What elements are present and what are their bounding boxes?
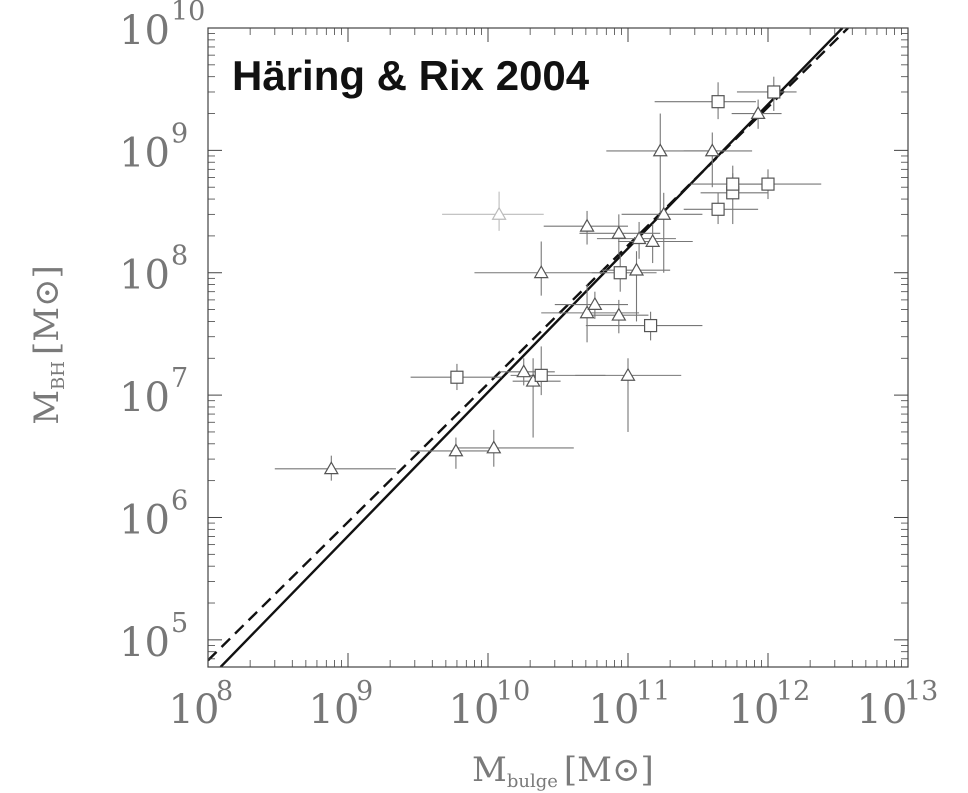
square-marker <box>534 368 548 382</box>
y-tick-label: 10 <box>119 253 170 299</box>
chart-title: Häring & Rix 2004 <box>232 52 590 99</box>
y-tick-label: 10 <box>119 8 170 54</box>
triangle-marker <box>631 230 647 245</box>
y-tick-exponent: 8 <box>171 241 188 272</box>
x-tick-label: 10 <box>169 687 220 733</box>
square-marker <box>726 177 740 191</box>
x-tick-exponent: 9 <box>356 676 373 707</box>
y-tick-exponent: 6 <box>171 485 188 516</box>
fit-line-dashed <box>208 28 849 662</box>
x-tick-label: 10 <box>589 687 640 733</box>
data-markers <box>323 85 781 475</box>
square-marker <box>711 95 725 109</box>
x-tick-exponent: 10 <box>496 676 530 707</box>
y-tick-label: 10 <box>119 497 170 543</box>
triangle-marker <box>652 143 668 157</box>
triangle-marker <box>448 443 464 457</box>
fit-line-solid <box>219 28 844 667</box>
triangle-marker <box>516 364 532 378</box>
error-bars <box>274 76 822 481</box>
y-tick-exponent: 7 <box>171 363 188 394</box>
triangle-marker <box>656 206 672 220</box>
triangle-marker <box>611 307 627 321</box>
x-tick-exponent: 13 <box>904 676 938 707</box>
triangle-marker <box>611 225 627 239</box>
x-tick-exponent: 11 <box>636 676 670 707</box>
square-marker <box>711 202 725 216</box>
square-marker <box>450 370 464 384</box>
y-tick-label: 10 <box>119 375 170 421</box>
plot-frame <box>207 27 909 668</box>
triangle-marker <box>628 262 645 276</box>
triangle-marker <box>645 233 661 247</box>
triangle-marker <box>486 440 502 454</box>
triangle-marker <box>579 305 595 319</box>
triangle-marker <box>704 143 720 157</box>
triangle-marker <box>620 367 636 381</box>
triangle-marker <box>491 206 507 220</box>
x-tick-label: 10 <box>729 687 780 733</box>
x-tick-exponent: 12 <box>776 676 810 707</box>
x-tick-exponent: 8 <box>216 676 233 707</box>
y-tick-label: 10 <box>119 620 170 666</box>
triangle-marker <box>323 461 339 475</box>
square-marker <box>767 85 781 99</box>
x-tick-label: 10 <box>857 687 908 733</box>
x-tick-label: 10 <box>449 687 500 733</box>
triangle-marker <box>750 105 766 120</box>
y-tick-label: 10 <box>119 130 170 176</box>
square-marker <box>613 266 627 280</box>
y-tick-exponent: 10 <box>171 0 205 27</box>
triangle-marker <box>533 265 549 279</box>
y-tick-exponent: 5 <box>171 608 188 639</box>
y-axis-label: MBH[M⊙] <box>27 265 69 425</box>
y-tick-exponent: 9 <box>171 118 188 149</box>
square-marker <box>643 318 658 333</box>
triangle-marker <box>579 218 595 232</box>
x-axis-label: Mbulge [M⊙] <box>472 750 654 792</box>
x-tick-label: 10 <box>309 687 360 733</box>
square-marker <box>761 177 775 191</box>
triangle-marker <box>587 296 603 310</box>
fit-lines <box>208 28 849 667</box>
